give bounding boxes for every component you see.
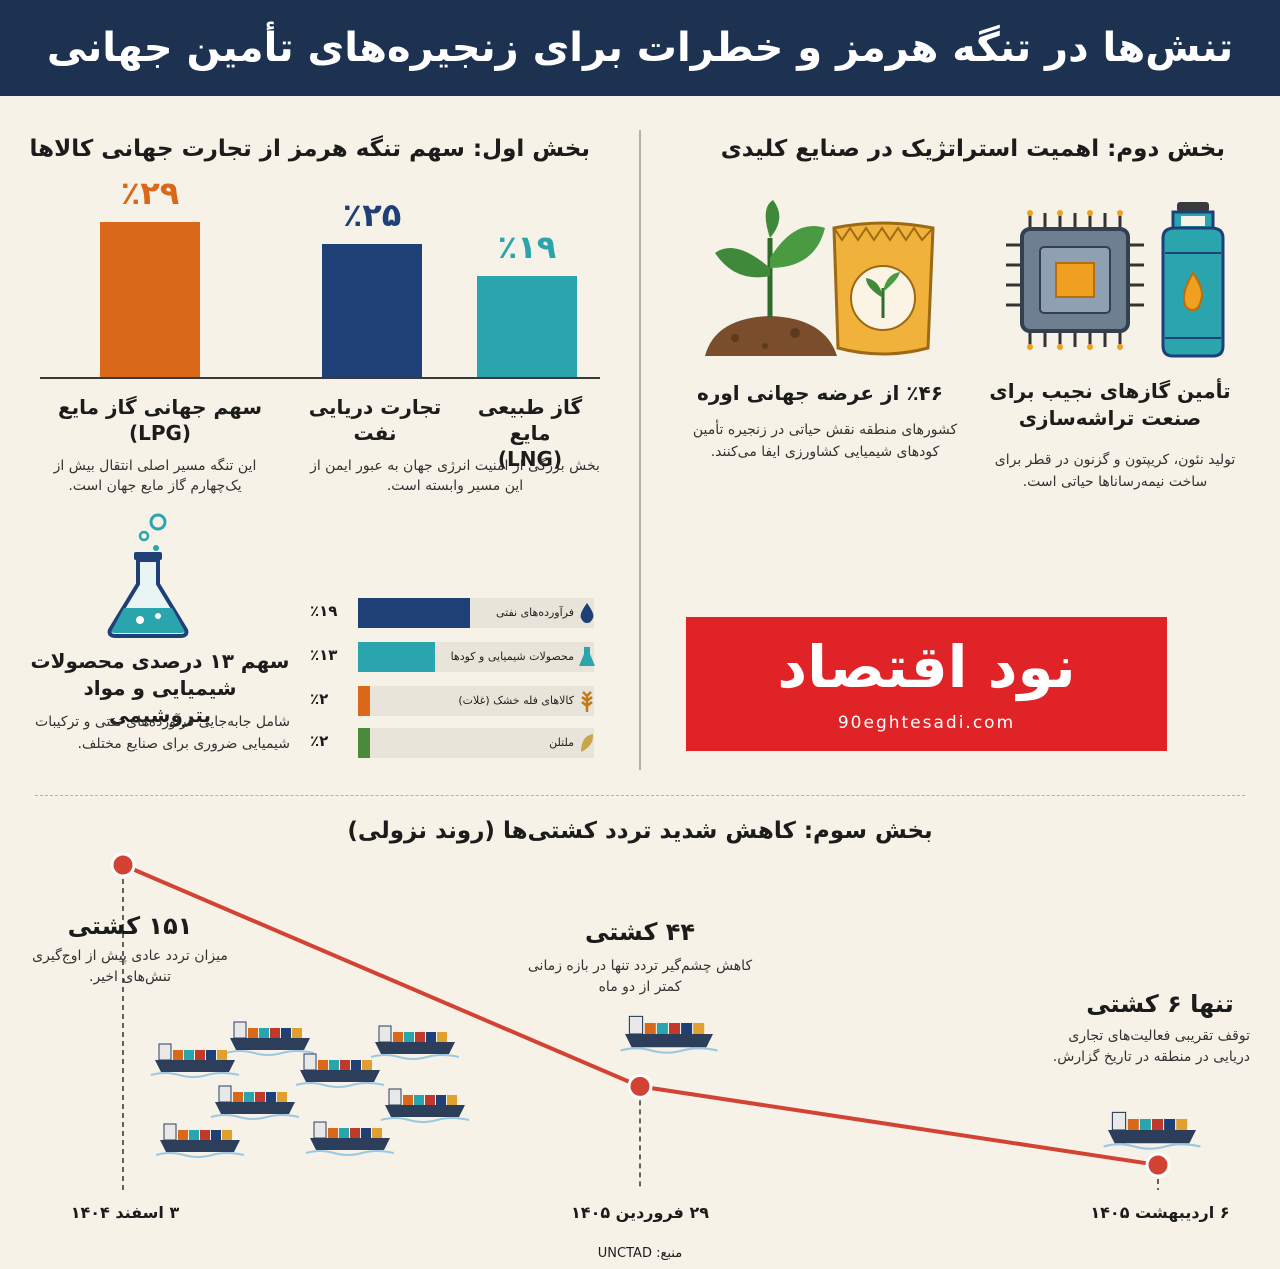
hbar-track — [358, 686, 594, 716]
bar-lpg-label-line2: (LPG) — [128, 421, 192, 445]
flask-icon — [579, 647, 595, 666]
bar-oil-label: تجارت دریایی نفت — [300, 394, 450, 446]
noble-gas-desc: تولید نئون، کریپتون و گزنون در قطر برای … — [994, 452, 1236, 490]
bar-oil — [322, 243, 422, 377]
hbar-row: ٪۱۳ محصولات شیمیایی و کودها — [310, 642, 600, 672]
ship-traffic-line-chart — [110, 852, 1201, 1190]
fertilizer-bag-icon — [832, 221, 935, 356]
cargo-ship-icon — [370, 1025, 460, 1060]
drop-icon — [580, 603, 594, 623]
bar-lng-pct: ٪۱۹ — [497, 227, 557, 266]
hbar-row: ٪۲ ملتلن — [310, 728, 600, 758]
point2-title: ۴۴ کشتی — [584, 918, 696, 946]
cargo-ship-icon — [1103, 1111, 1201, 1150]
bar-lng-label-line1: گاز طبیعی مایع — [477, 395, 583, 445]
noble-gas-title-line1: تأمین گازهای نجیب برای — [989, 379, 1231, 403]
urea-title: ٪۴۶ از عرضه جهانی اوره — [697, 381, 943, 405]
plant-icon — [705, 200, 837, 356]
data-point — [110, 852, 136, 878]
hbar-fill — [358, 642, 435, 672]
bar-oil-pct: ٪۲۵ — [342, 195, 402, 234]
cargo-ship-icon — [620, 1015, 718, 1054]
section2-title: بخش دوم: اهمیت استراتژیک در صنایع کلیدی — [720, 136, 1225, 162]
commodity-hbar-chart: ٪۱۹ فرآورده‌های نفتی ٪۱۳ محصولات شیمیایی و… — [310, 598, 600, 763]
bar-lpg — [100, 222, 200, 377]
point1-desc: میزان تردد عادی پیش از اوج‌گیری تنش‌های … — [32, 948, 228, 985]
section3-title: بخش سوم: کاهش شدید تردد کشتی‌ها (روند نز… — [347, 818, 933, 844]
bar-lng-label: گاز طبیعی مایع (LNG) — [455, 394, 605, 472]
bar-lng — [477, 275, 577, 377]
date-label-1: ۳ اسفند ۱۴۰۴ — [70, 1203, 180, 1222]
chip-icon — [1006, 210, 1144, 350]
horizontal-divider — [35, 795, 1245, 796]
bar-lpg-desc: این تنگه مسیر اصلی انتقال بیش از یک‌چهار… — [53, 458, 257, 495]
bar-oil-label-line2: نفت — [353, 421, 397, 445]
cargo-ship-icon — [155, 1123, 245, 1158]
cargo-ship-icon — [225, 1021, 315, 1056]
bar-lng-label-line2: (LNG) — [497, 447, 563, 471]
bar-lpg-pct: ٪۲۹ — [120, 174, 180, 213]
wheat-icon — [581, 691, 593, 712]
hbar-pct: ٪۱۳ — [310, 646, 338, 664]
point3-desc: توقف تقریبی فعالیت‌های تجاری دریایی در م… — [1052, 1028, 1250, 1065]
brand-logo: نود اقتصاد 90eghtesadi.com — [686, 617, 1167, 751]
date-label-2: ۲۹ فروردین ۱۴۰۵ — [571, 1203, 709, 1222]
noble-gas-title: تأمین گازهای نجیب برای صنعت تراشه‌سازی — [970, 378, 1250, 432]
section1-title: بخش اول: سهم تنگه هرمز از تجارت جهانی کا… — [29, 136, 590, 162]
section1-bar-chart: ٪۲۹ ٪۲۵ ٪۱۹ — [40, 174, 600, 380]
brand-logo-text: نود اقتصاد — [777, 633, 1076, 701]
gas-cylinder-icon — [1161, 202, 1225, 358]
hbar-pct: ٪۱۹ — [310, 602, 338, 620]
bar-lpg-label: سهم جهانی گاز مایع (LPG) — [50, 394, 270, 446]
hbar-fill — [358, 686, 370, 716]
hbar-pct: ٪۲ — [310, 732, 329, 750]
point1-title: ۱۵۱ کشتی — [67, 912, 193, 940]
hbar-name: ملتلن — [549, 736, 574, 749]
point3-title: تنها ۶ کشتی — [1086, 990, 1234, 1018]
cargo-ship-icon — [380, 1088, 470, 1123]
cargo-ship-icon — [150, 1043, 240, 1078]
bar-lpg-label-line1: سهم جهانی گاز مایع — [57, 395, 263, 419]
chemicals-title: سهم ۱۳ درصدی محصولات شیمیایی و مواد پترو… — [30, 649, 290, 727]
urea-desc: کشورهای منطقه نقش حیاتی در زنجیره تأمین … — [692, 422, 958, 460]
page-title: تنش‌ها در تنگه هرمز و خطرات برای زنجیره‌… — [0, 0, 1280, 96]
vertical-divider — [639, 130, 641, 770]
bar-oil-label-line1: تجارت دریایی — [308, 395, 442, 419]
brand-logo-url: 90eghtesadi.com — [837, 713, 1016, 733]
data-point — [1145, 1152, 1171, 1178]
noble-gas-title-line2: صنعت تراشه‌سازی — [1018, 406, 1202, 430]
cargo-ship-icon — [295, 1053, 385, 1088]
bar-baseline — [40, 377, 600, 379]
hbar-name: محصولات شیمیایی و کودها — [450, 650, 574, 663]
hbar-pct: ٪۲ — [310, 690, 329, 708]
hbar-name: فرآورده‌های نفتی — [495, 606, 574, 619]
hbar-row: ٪۱۹ فرآورده‌های نفتی — [310, 598, 600, 628]
chemicals-desc: شامل جابه‌جایی فرآورده‌های نفتی و ترکیبا… — [35, 714, 290, 752]
flask-icon — [107, 513, 189, 638]
bar-oil-desc: بخش بزرگی از امنیت انرژی جهان به عبور ای… — [310, 458, 600, 495]
cargo-ship-icon — [210, 1085, 300, 1120]
date-label-3: ۶ اردیبهشت ۱۴۰۵ — [1090, 1203, 1230, 1222]
point2-desc: کاهش چشم‌گیر تردد تنها در بازه زمانی کمت… — [527, 958, 753, 995]
cargo-ship-icon — [305, 1121, 395, 1156]
hbar-track — [358, 728, 594, 758]
hbar-name: کالاهای فله خشک (غلات) — [458, 694, 574, 707]
source-note: منبع: UNCTAD — [597, 1246, 683, 1261]
hbar-fill — [358, 598, 471, 628]
grain-icon — [581, 734, 594, 752]
hbar-row: ٪۲ کالاهای فله خشک (غلات) — [310, 686, 600, 716]
data-point — [627, 1073, 653, 1099]
hbar-fill — [358, 728, 370, 758]
